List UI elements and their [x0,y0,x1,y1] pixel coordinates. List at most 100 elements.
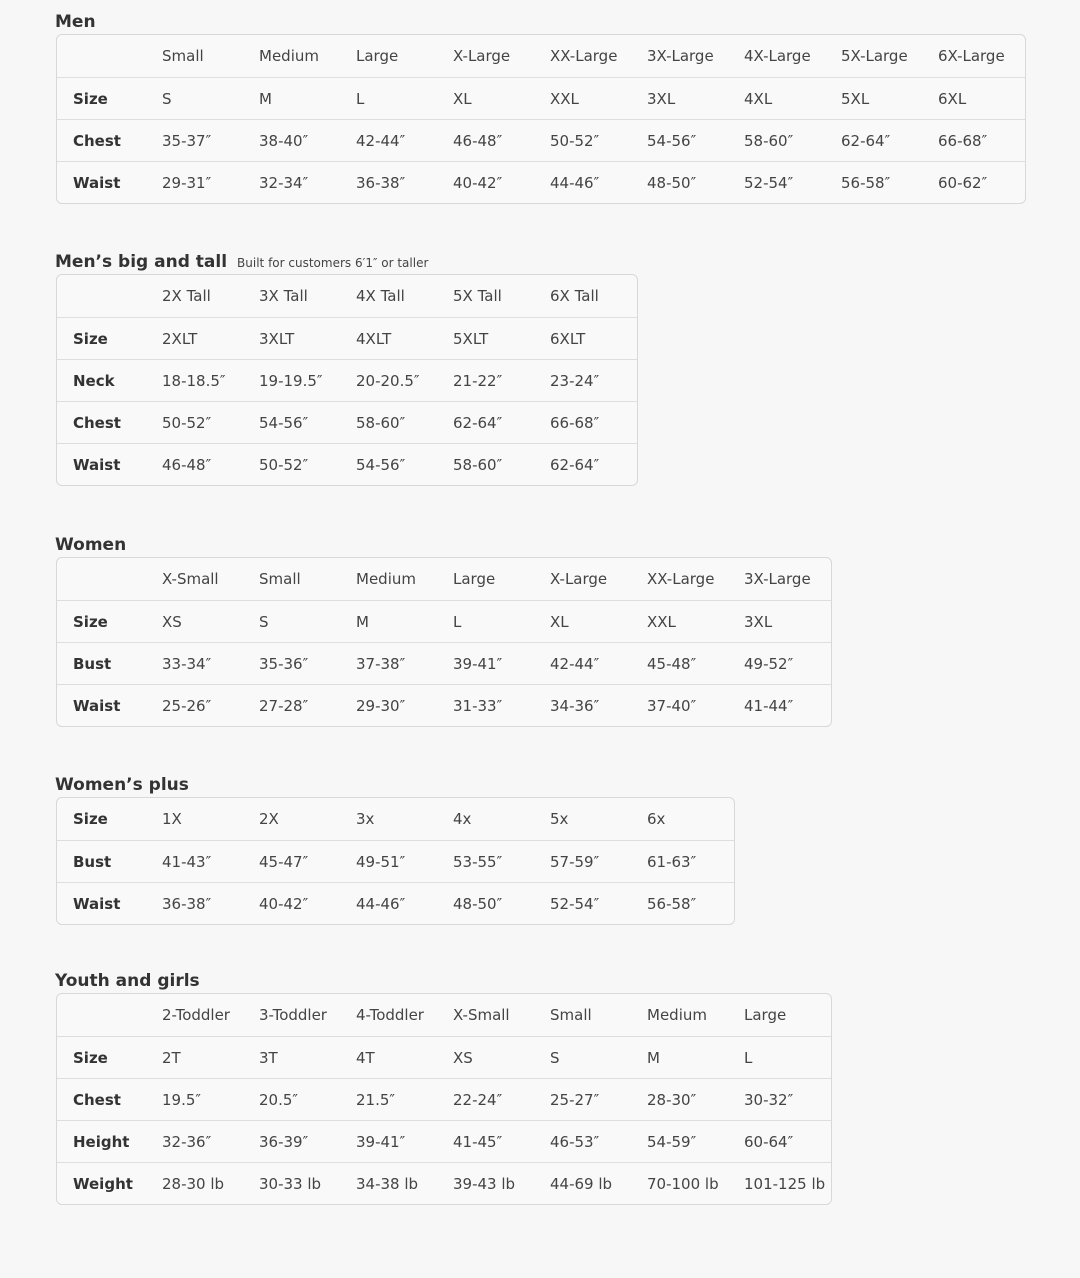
table-cell: 23-24″ [540,359,637,401]
table-cell: 6x [647,810,666,828]
table-cell: M [637,1036,734,1078]
table-cell: 21-22″ [443,359,540,401]
section-title: Youth and girls [55,969,832,993]
table-cell: 62-64″ [831,119,928,161]
table-cell: 54-56″ [249,401,346,443]
table-cell: 37-40″ [637,684,734,726]
column-header: X-Small [162,570,219,588]
table-cell: 35-37″ [152,119,249,161]
table-cell: 54-59″ [637,1120,734,1162]
table-cell: S [249,600,346,642]
table-header-row: 2X Tall 3X Tall 4X Tall 5X Tall 6X Tall [57,275,637,317]
column-header: 6X-Large [938,47,1005,65]
table-cell: 52-54″ [734,161,831,203]
table-cell: 36-38″ [152,882,249,924]
column-header: Small [550,1006,592,1024]
column-header: 2X Tall [162,287,211,305]
table-cell: 34-36″ [540,684,637,726]
row-label: Chest [57,119,152,161]
column-header: 5X Tall [453,287,502,305]
table-cell: 54-56″ [346,443,443,485]
column-header: Small [259,570,301,588]
table-cell: 29-30″ [346,684,443,726]
table-cell: XS [443,1036,540,1078]
row-label: Size [57,600,152,642]
size-table: 2X Tall 3X Tall 4X Tall 5X Tall 6X Tall Size 2… [56,274,638,486]
table-row: Height 32-36″ 36-39″ 39-41″ 41-45″ 46-53″ 54-5… [57,1120,831,1162]
table-cell: 44-46″ [540,161,637,203]
table-cell: 20-20.5″ [346,359,443,401]
table-cell: 3XL [734,600,831,642]
corner-cell [57,994,152,1036]
table-row: Size 1X 2X 3x 4x 5x 6x [57,798,734,840]
table-cell: 1X [162,810,182,828]
table-row: Size 2XLT 3XLT 4XLT 5XLT 6XLT [57,317,637,359]
table-cell: 49-52″ [734,642,831,684]
section-title: Women [55,533,832,557]
table-cell: 42-44″ [346,119,443,161]
size-section: Men Small Medium Large X-Large XX-Large 3X-Lar… [55,10,1026,204]
table-cell: S [152,77,249,119]
table-header-row: Small Medium Large X-Large XX-Large 3X-Large 4… [57,35,1025,77]
table-cell: 39-41″ [346,1120,443,1162]
column-header: 3X-Large [744,570,811,588]
size-section: Women X-Small Small Medium Large X-Large XX-La… [55,533,832,727]
row-label: Waist [57,882,152,924]
table-cell: S [540,1036,637,1078]
table-cell: 2XLT [152,317,249,359]
section-heading: Women [55,535,127,555]
table-cell: 6XL [928,77,1025,119]
table-cell: 56-58″ [637,882,734,924]
row-label: Chest [57,1078,152,1120]
table-cell: 28-30 lb [152,1162,249,1204]
table-cell: L [443,600,540,642]
table-cell: 6XLT [540,317,637,359]
table-cell: 46-48″ [443,119,540,161]
column-header: Large [744,1006,787,1024]
table-row: Waist 36-38″ 40-42″ 44-46″ 48-50″ 52-54″ 56-58… [57,882,734,924]
table-cell: M [346,600,443,642]
table-cell: 33-34″ [152,642,249,684]
row-label: Size [57,1036,152,1078]
table-cell: 30-33 lb [249,1162,346,1204]
table-cell: 44-69 lb [540,1162,637,1204]
table-cell: 58-60″ [346,401,443,443]
table-cell: 36-38″ [346,161,443,203]
table-cell: 19-19.5″ [249,359,346,401]
table-cell: 5XLT [443,317,540,359]
table-cell: 58-60″ [443,443,540,485]
row-label: Size [57,77,152,119]
table-cell: 54-56″ [637,119,734,161]
table-cell: L [346,77,443,119]
size-table: 2-Toddler 3-Toddler 4-Toddler X-Small Small M… [56,993,832,1205]
column-header: Medium [356,570,416,588]
table-cell: 61-63″ [637,840,734,882]
table-cell: 4T [346,1036,443,1078]
table-cell: 32-36″ [152,1120,249,1162]
table-cell: 62-64″ [443,401,540,443]
column-header: 3X-Large [647,47,714,65]
table-cell: 35-36″ [249,642,346,684]
table-cell: 3x [356,810,375,828]
table-cell: 18-18.5″ [152,359,249,401]
table-cell: 46-48″ [152,443,249,485]
table-cell: XL [443,77,540,119]
table-cell: 5x [550,810,569,828]
table-cell: 21.5″ [346,1078,443,1120]
table-cell: L [734,1036,831,1078]
table-cell: 25-26″ [152,684,249,726]
table-cell: 41-43″ [152,840,249,882]
column-header: 4X Tall [356,287,405,305]
column-header: X-Large [453,47,511,65]
row-label: Bust [57,642,152,684]
column-header: Large [356,47,399,65]
table-row: Bust 41-43″ 45-47″ 49-51″ 53-55″ 57-59″ 61-63″ [57,840,734,882]
section-heading: Women’s plus [55,775,189,795]
table-cell: 39-43 lb [443,1162,540,1204]
row-label: Waist [57,684,152,726]
table-cell: 62-64″ [540,443,637,485]
table-row: Weight 28-30 lb 30-33 lb 34-38 lb 39-43 lb 44… [57,1162,831,1204]
table-cell: 45-47″ [249,840,346,882]
table-cell: 53-55″ [443,840,540,882]
column-header: 6X Tall [550,287,599,305]
